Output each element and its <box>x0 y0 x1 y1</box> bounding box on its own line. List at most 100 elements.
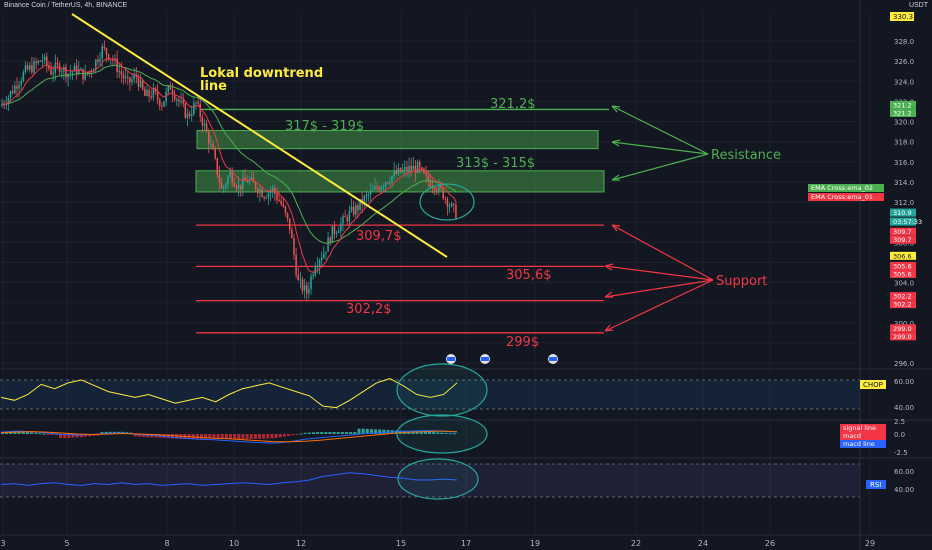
macd-bar-32 <box>133 434 137 437</box>
macd-bar-57 <box>237 434 241 439</box>
price-tick-12: 300.0 <box>894 320 914 328</box>
macd-bar-109 <box>452 433 456 435</box>
resistance-zone-label-317: 317$ - 319$ <box>285 119 364 134</box>
candle-body-138 <box>295 254 297 275</box>
price-label-8: 305.6 <box>893 270 912 278</box>
macd-bar-105 <box>436 432 440 434</box>
macd-bar-91 <box>378 429 382 434</box>
macd-bar-9 <box>38 433 42 435</box>
candle-body-111 <box>237 184 240 189</box>
candle-body-79 <box>169 85 172 90</box>
candle-body-158 <box>337 231 340 233</box>
candle-body-151 <box>323 253 325 258</box>
candle-body-140 <box>299 279 302 281</box>
macd-bar-85 <box>353 432 357 434</box>
macd-bar-86 <box>357 428 361 434</box>
price-tick-2: 324.0 <box>894 78 914 86</box>
candle-body-58 <box>124 76 127 79</box>
macd-bar-92 <box>382 429 386 434</box>
candle-body-197 <box>421 167 423 169</box>
macd-bar-54 <box>224 434 228 439</box>
candle-body-96 <box>205 123 208 132</box>
candle-body-56 <box>120 71 123 75</box>
ema-label-bg-0 <box>808 184 884 192</box>
candle-body-108 <box>231 171 233 184</box>
downtrend-label-1: Lokal downtrend <box>200 66 323 81</box>
macd-bar-20 <box>83 434 87 437</box>
price-label-3: 03:57:33 <box>893 218 922 226</box>
candle-body-31 <box>67 73 69 78</box>
candle-body-181 <box>386 182 389 184</box>
candle-body-104 <box>222 186 225 189</box>
candle-body-183 <box>391 175 393 183</box>
candle-body-86 <box>184 103 187 118</box>
candle-body-18 <box>39 60 42 62</box>
price-tick-0: 328.0 <box>894 38 914 46</box>
price-tick-13: 296.0 <box>894 360 914 368</box>
chop-tick-0: 60.00 <box>894 378 914 386</box>
macd-bar-46 <box>191 434 195 439</box>
candle-body-186 <box>397 167 400 174</box>
chop-label-bg <box>860 380 886 389</box>
support-label-299: 299$ <box>506 335 539 350</box>
price-tick-6: 316.0 <box>894 159 914 167</box>
candle-body-153 <box>327 237 329 252</box>
candle-body-189 <box>404 166 406 170</box>
support-resistance-levels <box>195 108 609 334</box>
candle-body-30 <box>65 66 67 78</box>
time-axis[interactable]: 3 5 8 10 12 15 17 19 22 24 26 29 <box>0 539 875 548</box>
resistance-arrows <box>611 105 709 181</box>
candle-body-182 <box>389 182 391 184</box>
price-label-4: 309.7 <box>893 228 912 236</box>
candle-body-112 <box>239 184 242 190</box>
candle-body-66 <box>141 80 144 90</box>
price-label-bg-6 <box>890 251 916 260</box>
support-label-309: 309,7$ <box>356 229 402 244</box>
candle-body-67 <box>144 89 146 97</box>
candle-body-64 <box>137 76 140 87</box>
candle-body-16 <box>35 61 37 64</box>
candle-body-176 <box>376 186 378 189</box>
price-axis[interactable]: 328.0326.0324.0322.0320.0318.0316.0314.0… <box>808 12 922 494</box>
price-label-bg-3 <box>890 217 916 226</box>
candle-body-19 <box>41 60 44 62</box>
event-flags[interactable] <box>446 354 558 364</box>
candle-body-82 <box>176 99 178 101</box>
chop-tick-1: 40.00 <box>894 404 914 412</box>
price-label-bg-12 <box>890 332 916 341</box>
macd-bar-107 <box>444 432 448 434</box>
downtrend-line[interactable] <box>71 13 448 258</box>
chop-line <box>0 378 458 409</box>
macd-bar-59 <box>245 434 249 439</box>
candle-body-10 <box>22 72 25 81</box>
candle-body-172 <box>367 194 370 196</box>
price-top-label: 330.3 <box>893 13 913 21</box>
candle-body-7 <box>16 85 18 89</box>
macd-bar-15 <box>63 434 67 439</box>
candle-body-185 <box>395 170 398 174</box>
candle-body-126 <box>269 191 272 193</box>
time-tick-4: 12 <box>296 539 306 548</box>
candle-body-36 <box>78 69 80 74</box>
candle-body-23 <box>50 68 52 75</box>
macd-bar-64 <box>266 434 270 439</box>
candle-body-200 <box>427 175 429 182</box>
candle-body-69 <box>148 90 150 97</box>
support-text: Support <box>716 274 767 289</box>
time-tick-7: 19 <box>530 539 540 548</box>
macd-bar-13 <box>54 434 58 435</box>
candle-body-105 <box>225 184 227 187</box>
price-label-bg-5 <box>890 235 916 244</box>
resistance-zone-0 <box>196 130 599 150</box>
macd-bar-35 <box>146 434 150 438</box>
rsi-label-bg <box>866 480 886 489</box>
time-tick-6: 17 <box>461 539 471 548</box>
candle-body-88 <box>188 113 191 116</box>
candle-body-43 <box>92 69 95 72</box>
ema-label-0: EMA Cross:ema_02 <box>811 184 873 192</box>
support-label-305: 305,6$ <box>506 268 552 283</box>
candle-body-165 <box>352 206 355 215</box>
candle-body-60 <box>129 77 131 83</box>
candle-body-160 <box>342 216 344 224</box>
